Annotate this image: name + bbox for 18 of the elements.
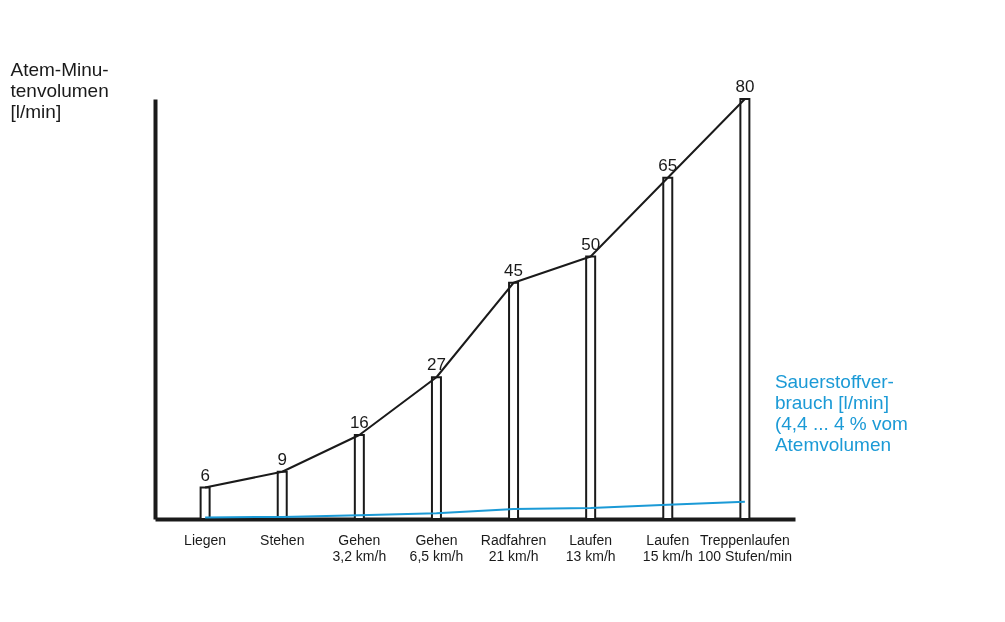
x-tick-label: Radfahren 21 km/h bbox=[480, 531, 547, 564]
data-label: 16 bbox=[349, 413, 369, 432]
x-tick-label: Stehen bbox=[260, 531, 305, 548]
data-label: 27 bbox=[426, 355, 446, 375]
x-tick-label: Gehen 3,2 km/h bbox=[332, 531, 387, 564]
x-tick-label: Laufen 13 km/h bbox=[565, 531, 616, 564]
x-tick-label: Liegen bbox=[184, 531, 227, 548]
x-tick-label: Treppenlaufen 100 Stufen/min bbox=[697, 531, 792, 564]
x-tick-label: Laufen 15 km/h bbox=[642, 531, 693, 564]
y-axis-title: Atem-Minu- tenvolumen [l/min] bbox=[10, 58, 109, 122]
data-label: 80 bbox=[735, 77, 755, 96]
data-label: 6 bbox=[200, 465, 210, 485]
data-label: 45 bbox=[504, 260, 524, 280]
text: Sauerstoffver- brauch [l/min] (4,4 ... 4 % vom Atemvolumen bbox=[774, 370, 908, 455]
x-tick-label: Gehen 6,5 km/h bbox=[409, 531, 464, 564]
data-label: 50 bbox=[581, 234, 601, 254]
data-label: 65 bbox=[658, 155, 678, 175]
data-label: 9 bbox=[277, 449, 287, 469]
